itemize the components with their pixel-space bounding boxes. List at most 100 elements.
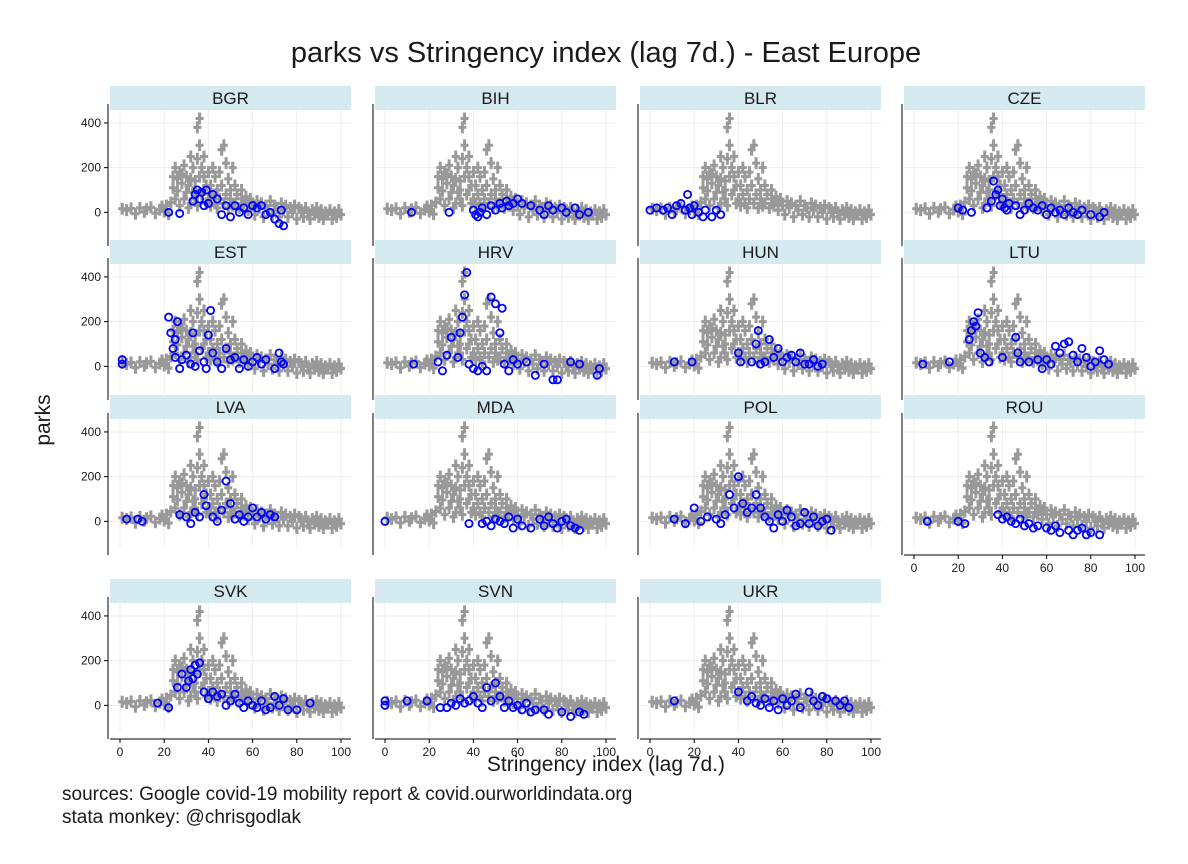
background-point — [211, 479, 220, 492]
background-point — [716, 643, 725, 656]
background-point — [122, 204, 131, 217]
background-point — [1018, 172, 1027, 185]
x-tick-label: 20 — [688, 745, 702, 759]
background-point — [710, 192, 719, 205]
background-point — [546, 692, 555, 705]
background-point — [736, 199, 745, 212]
background-point — [175, 692, 184, 705]
background-point — [1007, 355, 1016, 368]
data-point — [1059, 339, 1069, 349]
background-point — [982, 470, 991, 483]
background-point — [557, 367, 566, 380]
data-point — [186, 359, 196, 369]
background-point — [480, 192, 489, 205]
background-point — [1009, 320, 1018, 333]
data-point — [256, 507, 266, 517]
background-point — [1100, 522, 1109, 535]
background-point — [487, 466, 496, 479]
data-point — [190, 361, 200, 371]
background-point — [396, 700, 405, 713]
background-point — [312, 355, 321, 368]
data-point — [513, 700, 523, 710]
background-point — [193, 430, 202, 443]
data-point — [243, 361, 253, 371]
background-point — [963, 479, 972, 492]
y-tick-label: 0 — [94, 514, 101, 528]
data-point — [800, 507, 810, 517]
data-point — [248, 503, 258, 513]
background-point — [1027, 188, 1036, 201]
background-point — [745, 192, 754, 205]
background-point — [1024, 179, 1033, 192]
background-point — [974, 468, 983, 481]
background-point — [473, 315, 482, 328]
background-point — [714, 488, 723, 501]
background-point — [197, 161, 206, 174]
background-point — [1082, 515, 1091, 528]
background-point — [1029, 510, 1038, 523]
background-point — [960, 350, 969, 363]
background-point — [314, 210, 323, 223]
background-point — [696, 505, 705, 518]
background-point — [440, 692, 449, 705]
background-point — [460, 605, 469, 618]
x-tick-label: 100 — [331, 745, 351, 759]
background-point — [480, 166, 489, 179]
background-point — [1119, 204, 1128, 217]
background-point — [936, 512, 945, 525]
background-point — [169, 490, 178, 503]
background-point — [721, 338, 730, 350]
background-point — [445, 685, 454, 698]
background-point — [332, 519, 341, 532]
background-point — [482, 672, 491, 685]
background-point — [193, 692, 202, 705]
background-point — [310, 362, 319, 375]
background-point — [473, 161, 482, 174]
background-point — [593, 706, 602, 719]
background-point — [290, 199, 299, 212]
data-point — [464, 696, 474, 706]
background-point — [180, 652, 189, 665]
background-point — [985, 338, 994, 350]
data-point — [486, 696, 496, 706]
facet-strip — [640, 86, 881, 110]
background-point — [449, 179, 458, 192]
data-point — [122, 514, 132, 524]
background-point — [451, 459, 460, 472]
background-point — [794, 204, 803, 217]
background-point — [453, 470, 462, 483]
background-point — [495, 351, 504, 364]
background-point — [204, 320, 213, 333]
background-point — [980, 481, 989, 494]
data-point — [760, 694, 770, 704]
background-point — [829, 210, 838, 223]
data-point — [508, 198, 518, 208]
facet-strip-label: CZE — [1008, 89, 1042, 108]
background-point — [195, 632, 204, 645]
background-point — [701, 315, 710, 328]
data-point — [1042, 523, 1052, 533]
background-point — [473, 470, 482, 483]
background-point — [738, 654, 747, 667]
background-point — [716, 351, 725, 364]
background-point — [131, 207, 140, 220]
background-point — [451, 172, 460, 185]
data-point — [513, 514, 523, 524]
chart-title: parks vs Stringency index (lag 7d.) - Ea… — [291, 37, 921, 69]
background-point — [752, 188, 761, 201]
data-point — [530, 370, 540, 380]
background-point — [916, 358, 925, 371]
data-point — [680, 519, 690, 529]
background-point — [597, 519, 606, 532]
data-point — [795, 519, 805, 529]
background-point — [555, 692, 564, 705]
background-point — [142, 357, 151, 370]
background-point — [484, 351, 493, 364]
background-point — [1002, 470, 1011, 483]
background-point — [537, 694, 546, 707]
background-point — [162, 508, 171, 521]
data-point — [252, 703, 262, 713]
x-tick-label: 20 — [952, 561, 966, 575]
background-point — [710, 313, 719, 326]
background-point — [306, 367, 315, 380]
